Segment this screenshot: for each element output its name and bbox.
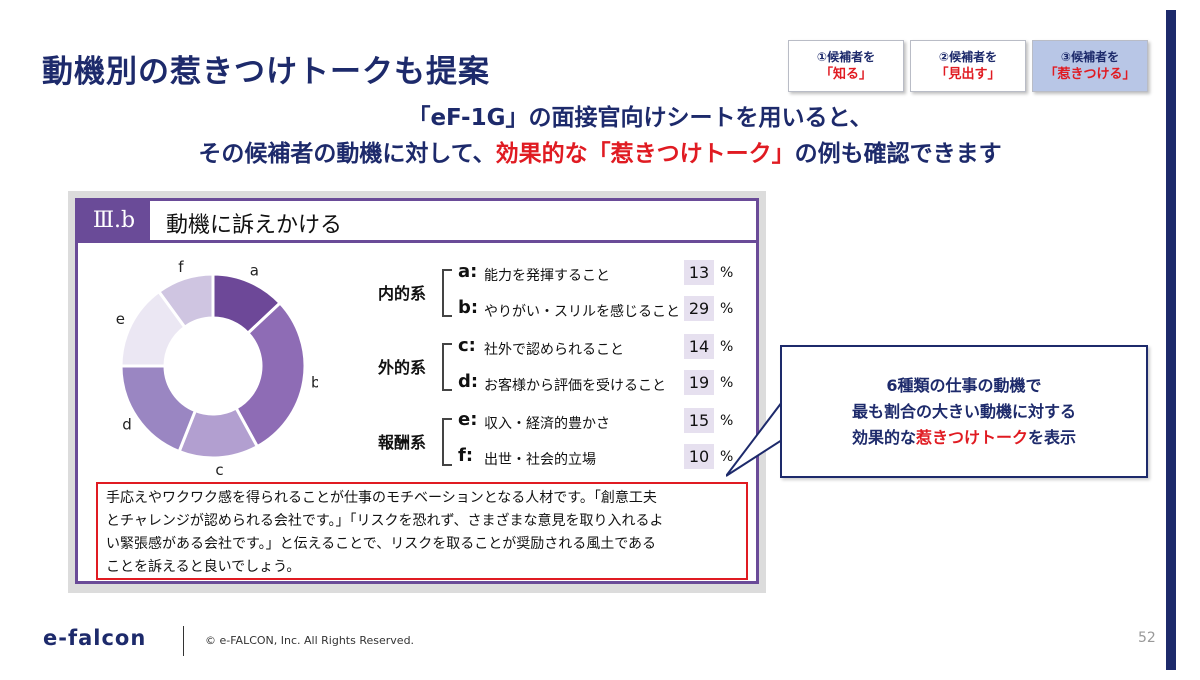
callout-line3-post: を表示 — [1028, 427, 1077, 447]
percent-sign: % — [720, 375, 734, 391]
donut-slice-b — [234, 300, 307, 449]
talk-line: い緊張感がある会社です。」と伝えることで、リスクを取ることが奨励される風土である — [106, 536, 657, 552]
step-know-top: ①候補者を — [816, 50, 876, 64]
donut-label-b: b — [311, 373, 318, 391]
step-discover-top: ②候補者を — [938, 50, 998, 64]
callout-line1: 6種類の仕事の動機で — [886, 375, 1042, 395]
motive-percent: 29 — [684, 296, 714, 321]
motive-percent: 13 — [684, 260, 714, 285]
motive-letter: e: — [458, 409, 478, 430]
motive-desc: 社外で認められること — [484, 342, 624, 358]
footer-divider — [183, 626, 184, 656]
motive-list: 内的系 a: 能力を発揮すること 13 % b: やりがい・スリルを感じること … — [378, 259, 758, 469]
subtitle-line1: 「eF-1G」の面接官向けシートを用いると、 — [407, 105, 873, 131]
motive-percent: 10 — [684, 444, 714, 469]
step-indicator: ①候補者を 「知る」 ②候補者を 「見出す」 ③候補者を 「惹きつける」 — [788, 40, 1148, 92]
motive-letter: b: — [458, 297, 479, 318]
subtitle-highlight: 効果的な「惹きつけトーク」 — [495, 141, 795, 167]
percent-sign: % — [720, 449, 734, 465]
percent-sign: % — [720, 265, 734, 281]
motive-desc: お客様から評価を受けること — [484, 378, 666, 394]
motive-desc: 能力を発揮すること — [484, 268, 610, 284]
donut-label-f: f — [178, 258, 184, 276]
sheet-inner: Ⅲ.b 動機に訴えかける a b c d e f 内的系 a: 能力を発揮すること 13 … — [75, 198, 759, 584]
motive-row-e: e: 収入・経済的豊かさ 15 % — [458, 407, 758, 437]
step-discover-bottom: 「見出す」 — [935, 67, 1001, 82]
motive-letter: f: — [458, 445, 474, 466]
group-label-internal: 内的系 — [378, 284, 427, 303]
step-know: ①候補者を 「知る」 — [788, 40, 904, 92]
motive-row-c: c: 社外で認められること 14 % — [458, 333, 758, 363]
donut-label-c: c — [215, 461, 223, 478]
donut-label-d: d — [122, 415, 132, 433]
callout-line3: 効果的な惹きつけトークを表示 — [852, 425, 1076, 451]
percent-sign: % — [720, 413, 734, 429]
sheet-header: Ⅲ.b 動機に訴えかける — [78, 201, 756, 243]
talk-line: とチャレンジが認められる会社です。」「リスクを恐れず、さまざまな意見を取り入れる… — [106, 513, 664, 529]
subtitle-line2: その候補者の動機に対して、効果的な「惹きつけトーク」の例も確認できます — [0, 134, 1200, 168]
motive-desc: 収入・経済的豊かさ — [484, 416, 610, 432]
percent-sign: % — [720, 339, 734, 355]
motive-percent: 14 — [684, 334, 714, 359]
motive-row-f: f: 出世・社会的立場 10 % — [458, 443, 758, 473]
group-bracket — [442, 418, 452, 466]
donut-label-e: e — [116, 310, 125, 328]
motive-row-a: a: 能力を発揮すること 13 % — [458, 259, 758, 289]
donut-slice-d — [119, 364, 198, 454]
group-bracket — [442, 343, 452, 391]
accent-bar — [1166, 10, 1176, 670]
motive-desc: 出世・社会的立場 — [484, 452, 596, 468]
motive-letter: c: — [458, 335, 476, 356]
motive-row-b: b: やりがい・スリルを感じること 29 % — [458, 295, 758, 325]
attraction-talk-box: 手応えやワクワク感を得られることが仕事のモチベーションとなる人材です。「創意工夫… — [96, 482, 748, 580]
callout-highlight: 惹きつけトーク — [915, 427, 1028, 447]
motive-letter: a: — [458, 261, 478, 282]
motive-donut-chart: a b c d e f — [116, 258, 318, 478]
callout-line2: 最も割合の大きい動機に対する — [851, 401, 1076, 421]
donut-label-a: a — [250, 262, 259, 280]
page-number: 52 — [1138, 630, 1156, 646]
section-title: 動機に訴えかける — [166, 213, 343, 238]
talk-line: ことを訴えると良いでしょう。 — [106, 559, 301, 575]
callout-line3-pre: 効果的な — [851, 427, 916, 447]
section-badge: Ⅲ.b — [78, 201, 150, 240]
group-label-external: 外的系 — [378, 358, 427, 377]
talk-line: 手応えやワクワク感を得られることが仕事のモチベーションとなる人材です。「創意工夫 — [106, 490, 657, 506]
motive-desc: やりがい・スリルを感じること — [484, 304, 680, 320]
motive-percent: 15 — [684, 408, 714, 433]
sheet-panel: Ⅲ.b 動機に訴えかける a b c d e f 内的系 a: 能力を発揮すること 13 … — [68, 191, 766, 593]
callout-tail — [726, 400, 784, 477]
step-know-bottom: 「知る」 — [819, 67, 872, 82]
page-title: 動機別の惹きつけトークも提案 — [42, 54, 490, 90]
step-attract-bottom: 「惹きつける」 — [1044, 67, 1136, 82]
motive-letter: d: — [458, 371, 479, 392]
motive-row-d: d: お客様から評価を受けること 19 % — [458, 369, 758, 399]
step-discover: ②候補者を 「見出す」 — [910, 40, 1026, 92]
callout-box: 6種類の仕事の動機で 最も割合の大きい動機に対する 効果的な惹きつけトークを表示 — [780, 345, 1148, 478]
step-attract: ③候補者を 「惹きつける」 — [1032, 40, 1148, 92]
group-bracket — [442, 269, 452, 317]
donut-slice-f — [156, 272, 215, 330]
copyright-text: © e-FALCON, Inc. All Rights Reserved. — [205, 634, 415, 647]
subtitle-line2-post: の例も確認できます — [794, 141, 1002, 167]
company-logo: e-falcon — [43, 626, 147, 650]
motive-percent: 19 — [684, 370, 714, 395]
group-label-reward: 報酬系 — [378, 433, 427, 452]
subtitle-line2-pre: その候補者の動機に対して、 — [198, 141, 496, 167]
step-attract-top: ③候補者を — [1060, 50, 1120, 64]
percent-sign: % — [720, 301, 734, 317]
